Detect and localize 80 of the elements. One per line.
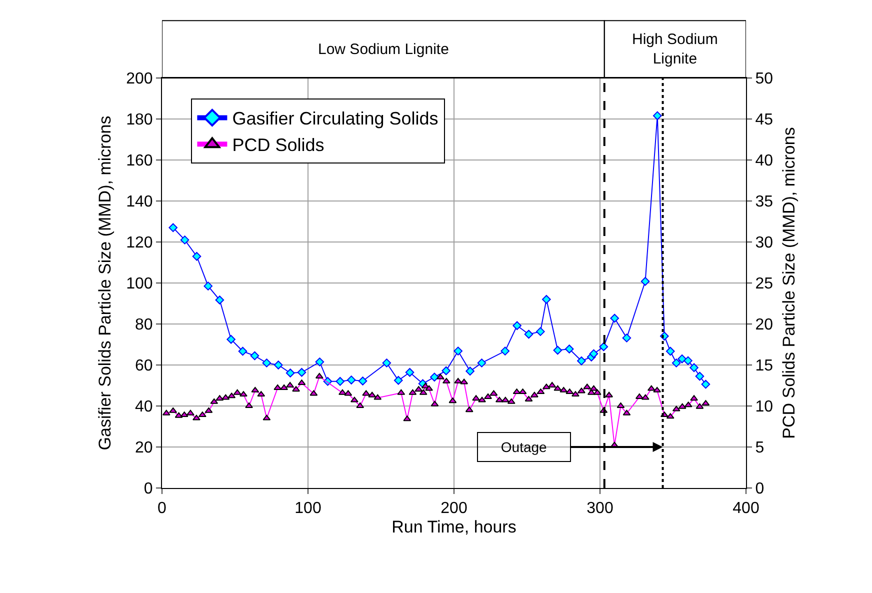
y-tick-label: 120 <box>126 234 153 252</box>
y-tick-label: 100 <box>126 276 153 293</box>
point <box>589 349 598 358</box>
point <box>215 296 224 304</box>
y-tick-label: 80 <box>135 316 153 334</box>
y2-tick-label: 45 <box>755 112 774 129</box>
y-tick-label: 140 <box>126 194 153 211</box>
point <box>690 363 698 372</box>
point <box>315 358 324 366</box>
y2-tick-label: 0 <box>755 480 764 498</box>
y2-tick-label: 10 <box>755 398 774 416</box>
point <box>500 346 510 356</box>
y2-tick-label: 15 <box>755 358 774 375</box>
point <box>394 376 403 385</box>
point <box>672 358 681 368</box>
point <box>524 330 534 339</box>
x-tick-label: 0 <box>158 500 167 518</box>
point <box>536 327 545 336</box>
point <box>204 282 213 290</box>
point <box>274 360 283 370</box>
text: High Sodium Lignite <box>632 31 718 68</box>
point <box>553 346 562 355</box>
point <box>512 321 522 330</box>
x-tick-label: 100 <box>294 500 322 518</box>
x-tick-label: 400 <box>732 500 760 518</box>
legend-label: Gasifier Circulating Solids <box>232 108 438 129</box>
y-tick-label: 200 <box>126 70 153 88</box>
y2-tick-label: 5 <box>755 440 764 457</box>
y-tick-label: 180 <box>126 112 153 129</box>
point <box>226 334 236 344</box>
y2-tick-label: 40 <box>755 152 774 170</box>
y2-axis-title: PCD Solids Particle Size (MMD), microns <box>780 127 798 439</box>
point <box>382 358 392 368</box>
y2-tick-label: 30 <box>755 234 774 252</box>
point <box>678 354 686 364</box>
y2-tick-label: 50 <box>755 70 774 88</box>
point <box>477 358 486 368</box>
point <box>454 346 462 356</box>
point <box>666 346 675 356</box>
point <box>442 366 451 376</box>
point <box>622 334 632 342</box>
y-tick-label: 40 <box>135 398 153 416</box>
point <box>610 314 619 323</box>
point <box>346 376 356 384</box>
point <box>262 358 272 368</box>
point <box>358 376 368 386</box>
point <box>297 368 306 377</box>
point <box>405 368 414 377</box>
point <box>192 252 202 261</box>
point <box>640 276 650 286</box>
point <box>430 372 439 382</box>
point <box>336 377 345 386</box>
point <box>599 342 608 352</box>
point <box>577 356 586 366</box>
x-tick-label: 200 <box>440 500 468 518</box>
point <box>652 111 662 120</box>
point <box>286 368 295 378</box>
y-tick-label: 60 <box>135 358 153 375</box>
point <box>238 346 248 356</box>
x-axis-title: Run Time, hours <box>392 518 516 537</box>
point <box>168 223 178 232</box>
text: Low Sodium Lignite <box>318 41 449 58</box>
point <box>695 372 704 381</box>
point <box>180 236 190 244</box>
point <box>466 366 474 376</box>
point <box>701 380 710 389</box>
legend-label: PCD Solids <box>232 135 324 156</box>
point <box>564 344 574 354</box>
y-tick-label: 0 <box>144 480 153 498</box>
point <box>250 351 260 360</box>
y2-tick-label: 35 <box>755 194 774 211</box>
point <box>684 356 692 366</box>
y-tick-label: 20 <box>135 440 153 457</box>
y2-tick-label: 20 <box>755 316 774 334</box>
x-tick-label: 300 <box>586 500 614 518</box>
point <box>542 295 551 304</box>
annotation: Outage <box>500 439 548 455</box>
y2-tick-label: 25 <box>755 276 774 293</box>
y-tick-label: 160 <box>126 152 153 170</box>
y-axis-title: Gasifier Solids Particle Size (MMD), microns <box>96 116 115 450</box>
